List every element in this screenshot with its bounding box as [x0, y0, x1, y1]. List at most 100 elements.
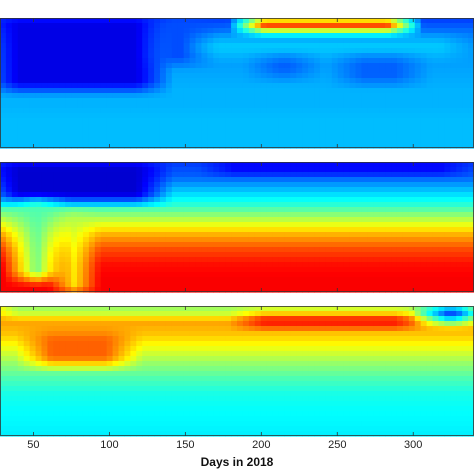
heatmap-cell	[148, 83, 155, 89]
heatmap-cell	[17, 88, 25, 94]
heatmap-cell	[373, 118, 380, 124]
heatmap-cell	[112, 197, 120, 203]
heatmap-cell	[71, 331, 78, 337]
heatmap-cell	[343, 242, 351, 248]
heatmap-cell	[296, 83, 303, 89]
heatmap-cell	[308, 287, 315, 293]
heatmap-cell	[65, 207, 72, 213]
heatmap-cell	[438, 38, 445, 44]
heatmap-cell	[432, 182, 440, 188]
heatmap-cell	[237, 113, 244, 119]
heatmap-cell	[5, 68, 13, 74]
heatmap-cell	[426, 113, 434, 119]
heatmap-cell	[248, 123, 256, 129]
heatmap-cell	[106, 172, 114, 178]
heatmap-cell	[254, 48, 262, 54]
heatmap-cell	[148, 33, 155, 39]
heatmap-cell	[201, 287, 208, 293]
heatmap-cell	[165, 326, 173, 332]
heatmap-cell	[432, 202, 440, 208]
heatmap-cell	[23, 326, 31, 332]
heatmap-cell	[284, 267, 291, 273]
heatmap-cell	[385, 242, 392, 248]
heatmap-cell	[337, 237, 345, 243]
heatmap-cell	[325, 28, 333, 34]
heatmap-cell	[254, 346, 262, 352]
heatmap-cell	[349, 252, 357, 258]
heatmap-cell	[254, 212, 262, 218]
heatmap-cell	[373, 192, 380, 198]
heatmap-cell	[260, 103, 268, 109]
heatmap-cell	[159, 38, 167, 44]
heatmap-cell	[284, 133, 291, 139]
heatmap-cell	[177, 108, 185, 114]
heatmap-cell	[237, 48, 244, 54]
heatmap-cell	[373, 187, 380, 193]
heatmap-cell	[444, 113, 451, 119]
heatmap-cell	[420, 167, 428, 173]
heatmap-cell	[82, 267, 90, 273]
heatmap-cell	[47, 83, 54, 89]
heatmap-cell	[35, 267, 43, 273]
heatmap-cell	[402, 118, 410, 124]
heatmap-cell	[100, 262, 108, 268]
heatmap-cell	[183, 93, 191, 99]
heatmap-cell	[11, 68, 19, 74]
heatmap-cell	[47, 103, 54, 109]
heatmap-cell	[65, 108, 72, 114]
heatmap-cell	[444, 103, 451, 109]
heatmap-cell	[450, 33, 457, 39]
heatmap-cell	[23, 182, 31, 188]
heatmap-cell	[367, 277, 374, 283]
heatmap-cell	[290, 162, 297, 168]
heatmap-cell	[130, 187, 137, 193]
heatmap-cell	[325, 227, 333, 233]
heatmap-cell	[319, 18, 327, 24]
heatmap-cell	[296, 58, 303, 64]
heatmap-cell	[373, 28, 380, 34]
heatmap-cell	[308, 306, 315, 312]
heatmap-cell	[207, 177, 214, 183]
heatmap-cell	[148, 267, 155, 273]
heatmap-cell	[248, 172, 256, 178]
heatmap-cell	[94, 58, 102, 64]
heatmap-cell	[242, 311, 250, 317]
heatmap-cell	[124, 138, 131, 144]
heatmap-cell	[331, 207, 339, 213]
heatmap-cell	[408, 232, 416, 238]
heatmap-cell	[266, 321, 274, 327]
heatmap-cell	[142, 28, 149, 34]
heatmap-cell	[17, 93, 25, 99]
heatmap-cell	[402, 346, 410, 352]
heatmap-cell	[367, 103, 374, 109]
heatmap-cell	[391, 197, 398, 203]
heatmap-cell	[237, 272, 244, 278]
heatmap-cell	[171, 336, 179, 342]
heatmap-cell	[183, 33, 191, 39]
heatmap-cell	[456, 38, 463, 44]
heatmap-cell	[248, 321, 256, 327]
heatmap-cell	[0, 167, 7, 173]
heatmap-cell	[177, 197, 185, 203]
heatmap-cell	[266, 207, 274, 213]
heatmap-cell	[385, 311, 392, 317]
heatmap-cell	[373, 202, 380, 208]
heatmap-cell	[290, 351, 297, 357]
heatmap-cell	[82, 187, 90, 193]
heatmap-cell	[290, 48, 297, 54]
heatmap-cell	[408, 103, 416, 109]
heatmap-cell	[260, 33, 268, 39]
heatmap-cell	[391, 222, 398, 228]
heatmap-cell	[88, 123, 96, 129]
heatmap-cell	[432, 123, 440, 129]
heatmap-cell	[254, 123, 262, 129]
heatmap-cell	[59, 227, 66, 233]
heatmap-cell	[349, 167, 357, 173]
heatmap-cell	[343, 103, 351, 109]
heatmap-cell	[266, 108, 274, 114]
heatmap-cell	[41, 43, 48, 49]
heatmap-cell	[385, 103, 392, 109]
heatmap-cell	[195, 38, 203, 44]
heatmap-cell	[94, 197, 102, 203]
heatmap-cell	[207, 138, 214, 144]
